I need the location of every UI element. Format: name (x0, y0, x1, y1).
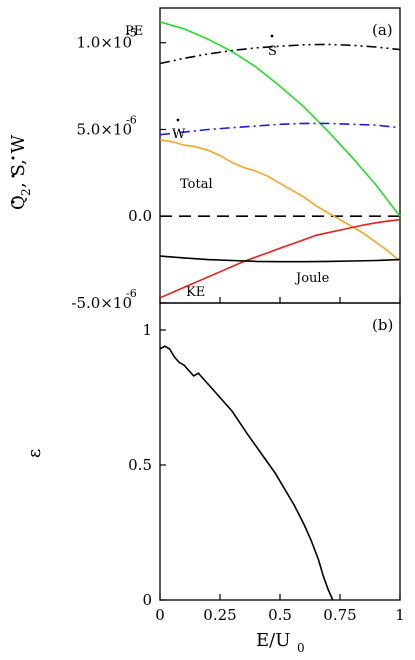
total-series-label: Total (180, 177, 213, 192)
panel-a-ylabel-w-dot (11, 156, 15, 160)
panel-a-ytick-label-2: 0.0 (128, 207, 152, 225)
panel-a-main-line (159, 122, 401, 136)
panel-b-ytick-label-1: 0.5 (128, 456, 152, 474)
panel-b-lines (159, 345, 334, 601)
pe-series-label: PE (125, 24, 143, 39)
panel-a-ticks: 1.0×10-55.0×10-60.0-5.0×10-6 (71, 27, 401, 312)
panel-b-ticks: 0 0.5 1 0 0.25 0.5 0.75 1 (128, 321, 405, 624)
panel-a-ylabel-sub: 2 (19, 188, 33, 196)
panel-a-ke-line (159, 218, 401, 299)
panel-b-main-line (159, 345, 334, 601)
panel-a-ytick-exp-0: -5 (126, 27, 137, 40)
panel-a-total-line (159, 139, 401, 263)
w-dot-series-label: W (172, 127, 186, 142)
panel-a-lines (159, 21, 401, 299)
panel-b-tag: (b) (372, 316, 393, 334)
panel-b-ytick-label-0: 0 (142, 591, 152, 609)
xtick-label-0: 0 (155, 606, 165, 624)
panel-a-ylabel-rest: , S, W (8, 134, 29, 188)
panel-a-main-line (159, 43, 401, 65)
panel-b-frame (159, 302, 401, 601)
panel-a-ytick-label-0: 1.0×10 (76, 34, 132, 52)
panel-a-ylabel-q: Q (8, 195, 29, 210)
panel-a-ytick-label-3: -5.0×10 (71, 294, 132, 312)
xlabel-sub: 0 (297, 641, 305, 655)
panel-a-ytick-label-1: 5.0×10 (76, 120, 132, 138)
panel-b-ylabel: ε (24, 449, 45, 458)
panel-a-ylabel-q-dot (11, 200, 15, 204)
panel-a-ylabel: Q 2 , S, W (8, 134, 33, 210)
panel-a-ytick-exp-3: -6 (126, 287, 137, 300)
panel-b-ylabel-wrap: ε (24, 449, 45, 458)
panel-a-joule-line (159, 255, 401, 263)
panel-a-ytick-exp-1: -6 (126, 113, 137, 126)
xtick-label-4: 1 (395, 606, 405, 624)
xtick-label-2: 0.5 (268, 606, 292, 624)
panel-a-tag: (a) (372, 21, 393, 39)
joule-series-label: Joule (294, 271, 330, 286)
s-dot-mark (270, 34, 274, 38)
panel-a-pe-line (159, 21, 401, 217)
w-dot-mark (176, 118, 180, 122)
panel-a-ylabel-s-dot (11, 174, 15, 178)
xtick-label-3: 0.75 (323, 606, 356, 624)
ke-series-label: KE (186, 285, 205, 300)
xlabel-main: E/U (256, 630, 290, 651)
panel-b-ytick-label-2: 1 (142, 321, 152, 339)
xtick-label-1: 0.25 (203, 606, 236, 624)
s-dot-series-label: S (268, 44, 277, 59)
